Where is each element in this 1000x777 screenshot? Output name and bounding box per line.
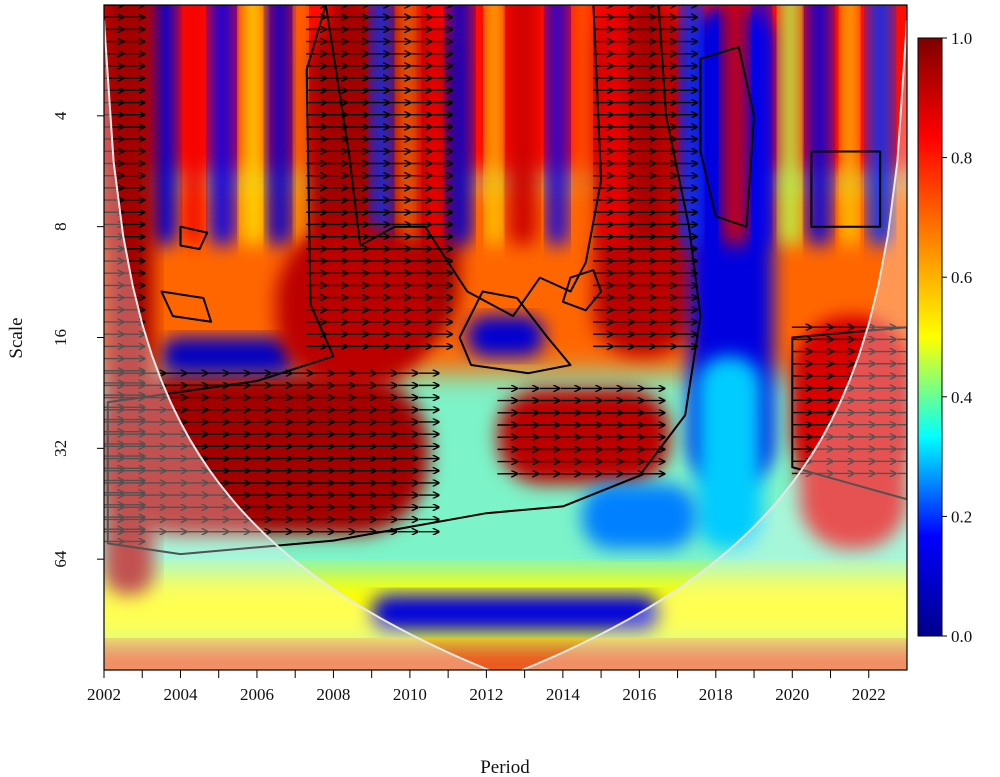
colorbar-tick-label: 0.6 [951,268,972,287]
small-scale-streak [184,5,204,246]
small-scale-streak [754,5,770,246]
low-coherence-region [467,316,544,357]
small-scale-streak [448,5,472,246]
significance-contour [561,269,603,312]
high-coherence-region [276,226,433,389]
x-axis: 2002 2004 2006 2008 2010 2012 2014 2016 2018 2020… [87,670,886,704]
y-tick-label: 64 [51,550,70,568]
x-tick-label: 2014 [546,685,581,704]
small-scale-streak [268,5,292,246]
low-coherence-region [581,484,697,549]
low-coherence-region [161,337,296,374]
small-scale-streak [639,5,659,246]
significance-contour [810,150,882,228]
small-scale-streak [149,5,177,246]
y-tick-label: 16 [51,329,70,346]
significance-contour [458,290,572,375]
small-scale-streak [421,5,445,246]
small-scale-streak [780,5,800,246]
cone-of-influence-line [104,20,907,670]
small-scale-streak [486,5,502,246]
colorbar: 0.0 0.2 0.4 0.6 0.8 1.0 [917,29,973,646]
small-scale-streak [807,5,831,246]
small-scale-streak [841,5,858,246]
small-scale-streak [211,5,235,246]
small-scale-streak [601,5,625,246]
x-tick-label: 2018 [699,685,733,704]
significance-contour [699,46,755,228]
x-axis-title: Period [480,757,530,777]
y-tick-label: 32 [51,440,70,457]
heat-band [104,645,907,670]
small-scale-streak [547,5,567,246]
small-scale-streak [723,5,747,246]
x-tick-label: 2016 [622,685,656,704]
colorbar-gradient [917,37,943,637]
small-scale-streak [574,5,590,246]
x-tick-label: 2004 [163,685,198,704]
cone-of-influence-shade [104,20,907,670]
x-tick-label: 2020 [775,685,809,704]
plot-area [104,5,907,670]
low-coherence-region [696,356,762,549]
x-tick-label: 2008 [316,685,350,704]
small-scale-streak [241,5,265,246]
small-scale-streak [509,5,537,246]
colorbar-tick-label: 1.0 [951,29,972,48]
x-tick-label: 2006 [240,685,274,704]
colorbar-ticks: 0.0 0.2 0.4 0.6 0.8 1.0 [942,29,973,646]
colorbar-tick-label: 0.0 [951,627,972,646]
x-tick-label: 2010 [393,685,427,704]
y-tick-label: 8 [51,222,70,231]
x-tick-label: 2022 [852,685,886,704]
small-scale-streak [868,5,892,246]
significance-contour [160,290,213,323]
small-scale-streak [295,5,307,246]
colorbar-tick-label: 0.8 [951,149,972,168]
y-tick-label: 4 [51,111,70,120]
colorbar-tick-label: 0.4 [951,388,973,407]
y-axis: 4 8 16 32 64 [51,111,104,568]
small-scale-streak [371,5,391,246]
small-scale-streak [398,5,418,246]
y-axis-title: Scale [6,317,27,358]
significance-contour [106,5,702,556]
x-tick-label: 2002 [87,685,121,704]
x-tick-label: 2012 [469,685,503,704]
low-coherence-region [371,594,659,631]
colorbar-tick-label: 0.2 [951,507,972,526]
significance-contour [179,225,209,250]
